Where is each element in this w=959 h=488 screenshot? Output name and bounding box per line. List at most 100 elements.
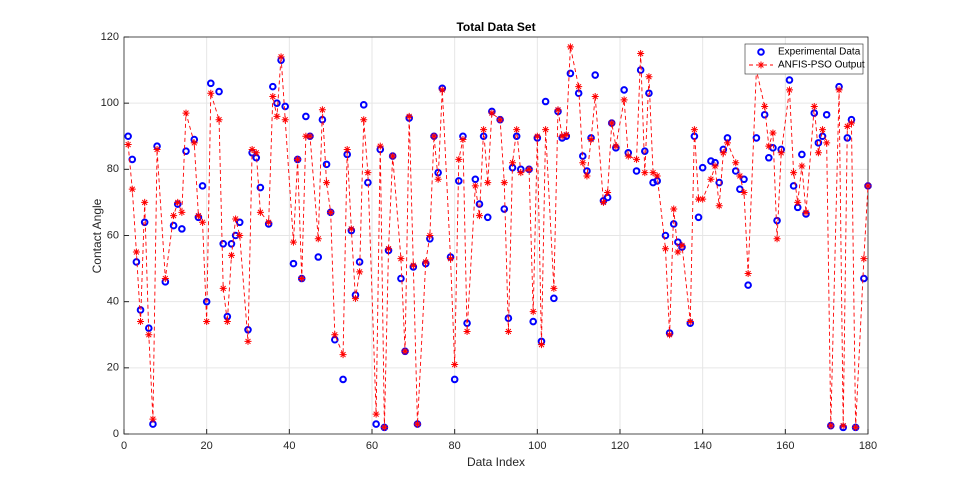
data-point xyxy=(674,238,682,246)
data-point xyxy=(471,175,480,184)
data-point xyxy=(810,102,818,110)
data-point xyxy=(269,82,277,91)
data-point xyxy=(822,110,831,119)
data-point xyxy=(835,86,843,94)
data-point xyxy=(512,132,521,141)
data-point xyxy=(550,294,558,303)
data-point xyxy=(281,116,289,124)
data-point xyxy=(194,212,202,220)
data-point xyxy=(294,155,302,163)
data-point xyxy=(198,182,207,190)
data-point xyxy=(765,142,773,150)
data-point xyxy=(550,284,558,292)
data-point xyxy=(182,109,190,117)
data-point xyxy=(583,172,591,180)
x-tick-label: 140 xyxy=(693,440,711,452)
data-point xyxy=(579,159,587,167)
y-tick-label: 0 xyxy=(113,428,119,440)
data-point xyxy=(591,93,599,101)
data-point xyxy=(219,284,227,292)
data-point xyxy=(227,251,235,259)
data-point xyxy=(145,324,153,332)
data-point xyxy=(269,93,277,101)
x-tick-label: 180 xyxy=(859,440,877,452)
data-point xyxy=(509,159,517,167)
data-point xyxy=(620,96,628,104)
data-point xyxy=(533,132,541,140)
series-line xyxy=(127,46,869,428)
legend-marker xyxy=(757,48,765,56)
y-tick-label: 20 xyxy=(107,362,119,374)
data-point xyxy=(372,420,380,428)
data-point xyxy=(599,198,607,206)
data-point xyxy=(223,318,231,326)
data-point xyxy=(823,139,831,147)
data-point xyxy=(736,185,744,193)
data-point xyxy=(302,132,310,140)
data-point xyxy=(273,112,281,120)
data-point xyxy=(128,185,136,193)
data-point xyxy=(207,89,215,97)
data-point xyxy=(397,255,405,263)
data-point xyxy=(401,347,409,355)
data-point xyxy=(699,195,707,203)
data-point xyxy=(711,162,719,170)
data-point xyxy=(178,225,186,233)
data-point xyxy=(562,131,570,139)
data-point xyxy=(500,205,509,213)
data-point xyxy=(343,145,351,153)
data-point xyxy=(372,410,380,418)
data-point xyxy=(715,202,723,210)
data-point xyxy=(413,420,421,428)
data-point xyxy=(785,76,794,84)
data-point xyxy=(760,110,769,119)
axes-box xyxy=(123,36,869,435)
data-point xyxy=(645,73,653,81)
data-point xyxy=(517,169,525,177)
data-point xyxy=(496,116,504,124)
data-point xyxy=(136,306,145,314)
data-point xyxy=(178,208,186,216)
data-point xyxy=(289,238,297,246)
data-point xyxy=(645,89,653,98)
data-point xyxy=(331,331,339,339)
data-point xyxy=(789,182,798,190)
data-point xyxy=(322,160,331,169)
data-point xyxy=(554,106,562,114)
data-point xyxy=(736,172,744,180)
data-point xyxy=(124,132,132,141)
data-point xyxy=(182,147,190,155)
y-tick-label: 40 xyxy=(107,296,119,308)
data-point xyxy=(715,178,724,187)
data-point xyxy=(690,126,698,134)
x-tick-label: 20 xyxy=(201,440,213,452)
data-point xyxy=(169,221,178,230)
data-point xyxy=(637,50,645,58)
chart-title: Total Data Set xyxy=(456,20,535,34)
data-point xyxy=(761,102,769,110)
data-point xyxy=(298,275,306,283)
data-point xyxy=(558,132,566,140)
y-tick-label: 100 xyxy=(101,97,119,109)
data-point xyxy=(360,116,368,124)
data-point xyxy=(145,331,153,339)
x-tick-label: 60 xyxy=(366,440,378,452)
data-point xyxy=(463,327,471,335)
data-point xyxy=(455,177,463,185)
data-point xyxy=(802,208,810,216)
x-tick-label: 80 xyxy=(449,440,461,452)
data-point xyxy=(447,255,455,263)
data-point xyxy=(327,208,335,216)
data-point xyxy=(785,86,793,94)
data-point xyxy=(773,235,781,243)
legend-label: ANFIS-PSO Output xyxy=(778,60,865,71)
data-point xyxy=(694,213,703,222)
data-point xyxy=(339,351,347,359)
legend-marker xyxy=(757,61,765,69)
data-point xyxy=(798,162,806,170)
data-point xyxy=(566,69,575,78)
data-point xyxy=(698,163,707,172)
data-point xyxy=(140,218,149,227)
data-point xyxy=(744,270,752,278)
